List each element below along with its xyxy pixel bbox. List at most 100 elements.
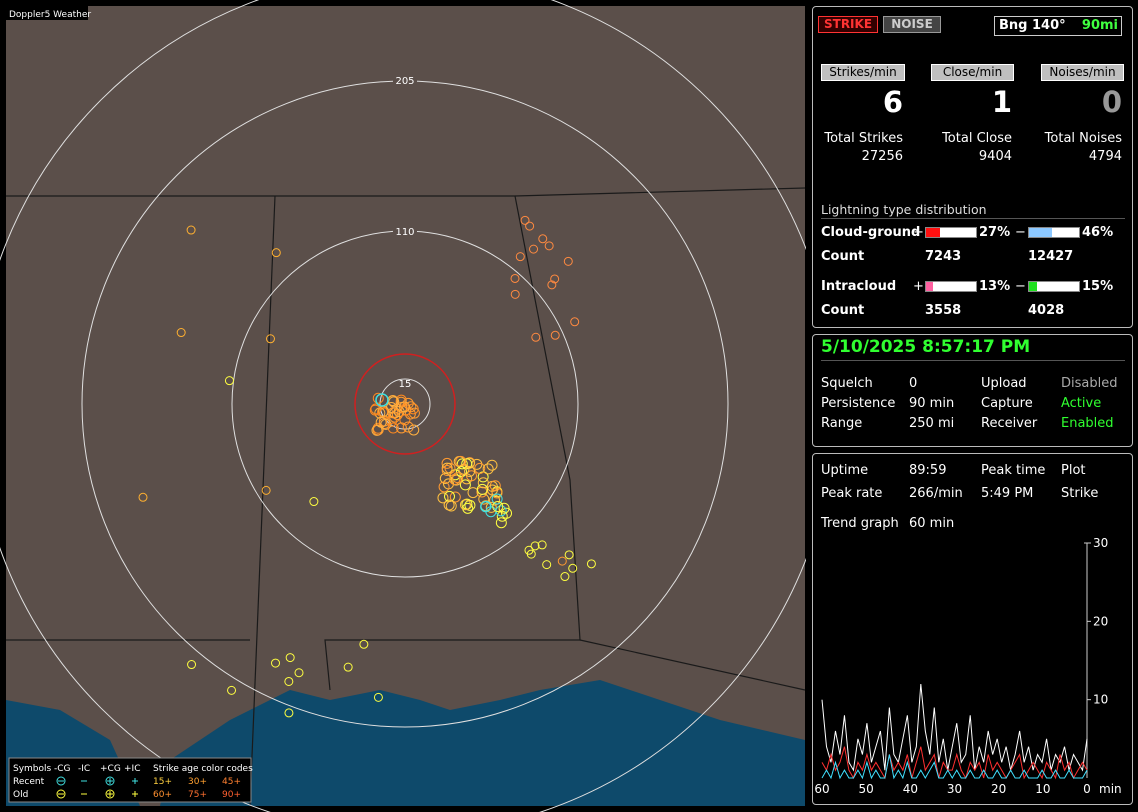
strike-symbol <box>550 274 560 284</box>
strike-symbol <box>186 225 196 235</box>
strike-symbol <box>265 334 275 344</box>
strike-indicator[interactable]: STRIKE <box>818 16 878 33</box>
close-ring <box>354 353 456 455</box>
bearing-box <box>994 16 1122 36</box>
stat-value: Enabled <box>1061 416 1114 431</box>
strike-symbol <box>370 403 382 415</box>
percent-bar <box>1029 282 1037 291</box>
trend-line <box>821 746 1088 780</box>
strike-symbol <box>284 708 294 718</box>
rate-button[interactable]: Strikes/min <box>821 64 905 81</box>
strike-symbol <box>531 332 541 342</box>
stat-value: 266/min <box>909 486 963 501</box>
strike-symbol <box>586 559 596 569</box>
stat-label: Upload <box>981 376 1027 391</box>
stat-value: 250 mi <box>909 416 955 431</box>
strike-symbol <box>568 563 578 573</box>
stat-value: Active <box>1061 396 1102 411</box>
legend-text: -CG <box>54 764 71 774</box>
stat-label: Receiver <box>981 416 1038 431</box>
strike-symbol <box>477 477 489 489</box>
rate-value: 1 <box>991 85 1012 119</box>
total-value: 9404 <box>978 149 1012 164</box>
percent-label: 15% <box>1082 279 1114 294</box>
percent-label: 13% <box>979 279 1011 294</box>
strike-symbol <box>405 401 417 413</box>
ring-label: 110 <box>395 227 414 238</box>
y-tick-label: 30 <box>1093 536 1108 550</box>
stat-label: Peak rate <box>821 486 883 501</box>
strike-symbol <box>343 662 353 672</box>
divider <box>821 360 1125 361</box>
percent-bar <box>926 228 940 237</box>
strike-symbol <box>402 397 414 409</box>
distance: 90mi <box>1081 18 1118 33</box>
strike-symbol <box>491 493 503 505</box>
strike-symbol <box>529 244 539 254</box>
datetime: 5/10/2025 8:57:17 PM <box>821 337 1031 357</box>
rate-button[interactable]: Noises/min <box>1041 64 1124 81</box>
strike-symbol <box>404 408 416 420</box>
strike-symbol <box>537 540 547 550</box>
x-unit: min <box>1099 782 1122 796</box>
map: 205 110 15 Doppler5 Weather Symbols -CG … <box>0 0 806 812</box>
stat-value: Disabled <box>1061 376 1118 391</box>
rate-button[interactable]: Close/min <box>931 64 1014 81</box>
strike-symbol <box>443 499 455 511</box>
ring-label: 205 <box>395 76 414 87</box>
strike-symbol <box>510 289 520 299</box>
stat-value: 60 min <box>909 516 955 531</box>
strike-symbol <box>492 501 504 513</box>
stat-value: Plot <box>1061 463 1086 478</box>
strike-symbol <box>441 465 453 477</box>
percent-label: 46% <box>1082 225 1114 240</box>
strike-symbol <box>271 248 281 258</box>
x-tick-label: 20 <box>991 782 1006 796</box>
map-legend: Symbols -CG -IC +CG +IC Strike age color… <box>8 757 253 803</box>
strike-symbol <box>388 396 400 408</box>
strike-symbol <box>464 465 476 477</box>
strike-symbol <box>441 457 453 469</box>
strike-symbol <box>501 507 513 519</box>
count-label: Count <box>821 249 865 264</box>
y-tick-label: 20 <box>1093 614 1108 628</box>
legend-text: +CG <box>100 764 121 774</box>
total-label: Total Noises <box>1044 131 1122 146</box>
stat-value: Strike <box>1061 486 1099 501</box>
strike-symbol <box>375 416 387 428</box>
strike-symbol <box>557 556 567 566</box>
count-label: Count <box>821 303 865 318</box>
strike-symbol <box>387 422 399 434</box>
strike-layer <box>138 215 596 718</box>
label-bg <box>393 75 417 86</box>
type-name: Intracloud <box>821 279 897 294</box>
legend-text: Old <box>13 790 28 800</box>
strike-symbol <box>455 466 467 478</box>
legend-box <box>8 757 252 803</box>
strike-symbol <box>438 481 450 493</box>
bearing: Bng 140° <box>999 18 1066 33</box>
sign: + <box>913 279 924 294</box>
total-label: Total Close <box>942 131 1012 146</box>
stat-label: Peak time <box>981 463 1046 478</box>
divider <box>821 218 1125 219</box>
noise-indicator[interactable]: NOISE <box>883 16 941 33</box>
legend-text: +IC <box>124 764 140 774</box>
gulf-water <box>160 680 805 806</box>
trend-line <box>821 683 1088 772</box>
total-value: 27256 <box>861 149 903 164</box>
strike-symbol <box>449 491 461 503</box>
stat-label: Range <box>821 416 863 431</box>
state-borders <box>6 187 806 806</box>
strike-symbol <box>285 653 295 663</box>
total-label: Total Strikes <box>824 131 903 146</box>
count-value: 7243 <box>925 249 962 264</box>
strike-symbol <box>560 572 570 582</box>
legend-text: 30+ <box>188 777 207 787</box>
stat-label: Trend graph <box>821 516 899 531</box>
legend-text: 75+ <box>188 790 207 800</box>
legend-text: 15+ <box>153 777 172 787</box>
strike-symbol <box>547 280 557 290</box>
percent-label: 27% <box>979 225 1011 240</box>
strike-symbol <box>138 492 148 502</box>
